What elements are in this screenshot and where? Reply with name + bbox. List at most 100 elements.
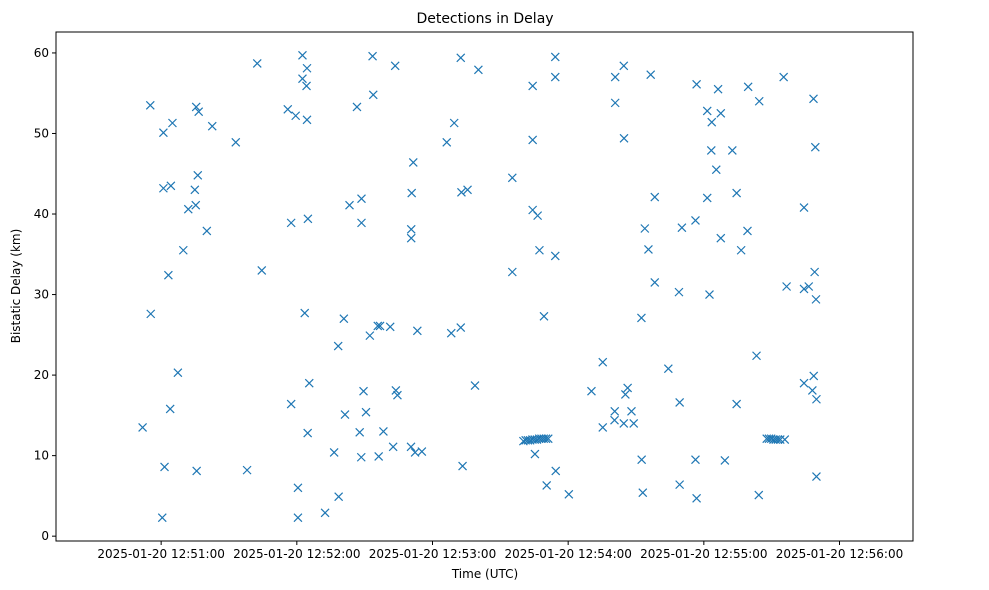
data-point-marker: [702, 106, 712, 116]
data-point-marker: [442, 137, 452, 147]
data-point-marker: [173, 368, 183, 378]
x-tick-label: 2025-01-20 12:53:00: [369, 547, 496, 561]
data-point-marker: [627, 406, 636, 416]
data-point-marker: [166, 181, 176, 191]
data-point-marker: [191, 102, 201, 112]
data-point-marker: [406, 442, 416, 452]
data-point-marker: [675, 480, 685, 490]
data-point-marker: [799, 284, 809, 294]
data-point-marker: [345, 200, 354, 210]
data-point-marker: [782, 282, 792, 291]
data-point-marker: [732, 188, 742, 198]
data-point-marker: [365, 331, 375, 341]
data-point-marker: [610, 406, 620, 416]
data-point-marker: [138, 423, 148, 432]
data-point-marker: [373, 321, 383, 331]
data-point-marker: [550, 72, 560, 82]
data-point-marker: [629, 418, 639, 428]
data-point-marker: [257, 265, 267, 275]
data-point-marker: [291, 111, 301, 121]
data-point-marker: [640, 224, 650, 233]
data-point-marker: [713, 84, 723, 94]
y-tick-label: 60: [34, 46, 49, 60]
data-point-marker: [692, 79, 702, 89]
data-point-marker: [743, 226, 752, 236]
x-tick-label: 2025-01-20 12:55:00: [640, 547, 767, 561]
data-point-marker: [334, 492, 344, 502]
data-point-marker: [754, 96, 764, 106]
y-axis: 0 10 20 30 40 50 60: [34, 46, 56, 543]
data-point-marker: [674, 287, 684, 297]
data-point-marker: [720, 456, 730, 465]
data-point-marker: [385, 322, 395, 332]
data-point-marker: [650, 278, 660, 287]
data-point-marker: [542, 481, 552, 490]
data-point-marker: [507, 267, 517, 277]
data-point-marker: [361, 407, 371, 417]
data-point-marker: [752, 351, 761, 361]
data-point-marker: [644, 245, 653, 254]
data-point-marker: [302, 81, 311, 91]
data-point-marker: [374, 452, 384, 461]
data-point-marker: [754, 490, 764, 500]
y-tick-label: 0: [41, 529, 49, 543]
data-point-marker: [300, 308, 310, 318]
data-point-marker: [691, 455, 700, 465]
data-point-marker: [417, 447, 427, 457]
x-tick-label: 2025-01-20 12:52:00: [233, 547, 360, 561]
data-point-marker: [145, 100, 155, 110]
data-point-marker: [406, 233, 416, 243]
y-tick-label: 20: [34, 368, 49, 382]
x-axis-label: Time (UTC): [451, 567, 518, 581]
data-point-marker: [303, 428, 313, 438]
data-point-marker: [507, 173, 517, 183]
x-axis: 2025-01-20 12:51:00 2025-01-20 12:52:00 20…: [97, 541, 903, 561]
data-point-marker: [340, 410, 350, 419]
data-point-marker: [286, 218, 296, 228]
x-tick-label: 2025-01-20 12:54:00: [504, 547, 631, 561]
data-point-marker: [183, 204, 193, 214]
data-point-marker: [692, 493, 702, 503]
x-tick-label: 2025-01-20 12:56:00: [776, 547, 903, 561]
data-point-marker: [406, 224, 416, 234]
data-point-marker: [352, 102, 362, 112]
data-point-marker: [543, 434, 553, 444]
data-point-marker: [799, 378, 809, 388]
data-point-marker: [157, 513, 167, 523]
data-point-marker: [407, 188, 417, 198]
data-point-marker: [705, 290, 714, 299]
data-point-marker: [293, 513, 303, 523]
data-point-marker: [355, 427, 365, 437]
data-point-marker: [706, 145, 716, 155]
data-point-marker: [190, 185, 200, 195]
plot-frame: [55, 31, 914, 542]
data-point-marker: [638, 488, 648, 498]
y-tick-label: 50: [34, 126, 49, 140]
data-point-marker: [663, 364, 673, 374]
data-point-marker: [619, 61, 629, 71]
data-point-marker: [809, 371, 819, 381]
data-point-marker: [194, 107, 204, 117]
data-point-marker: [458, 461, 467, 471]
y-axis-label: Bistatic Delay (km): [9, 229, 23, 344]
data-point-marker: [743, 82, 753, 92]
data-point-marker: [283, 104, 293, 114]
data-point-marker: [675, 398, 685, 407]
data-points: [138, 50, 821, 523]
data-point-marker: [732, 399, 742, 409]
data-point-marker: [456, 323, 466, 332]
data-point-marker: [804, 282, 814, 291]
data-point-marker: [707, 117, 717, 127]
data-point-marker: [378, 427, 388, 436]
data-point-marker: [160, 462, 169, 472]
data-point-marker: [807, 385, 817, 395]
data-point-marker: [550, 52, 560, 62]
data-point-marker: [812, 472, 821, 481]
data-point-marker: [623, 383, 633, 393]
data-point-marker: [252, 58, 262, 68]
data-point-marker: [242, 465, 252, 475]
data-point-marker: [716, 233, 726, 243]
data-point-marker: [168, 118, 177, 128]
